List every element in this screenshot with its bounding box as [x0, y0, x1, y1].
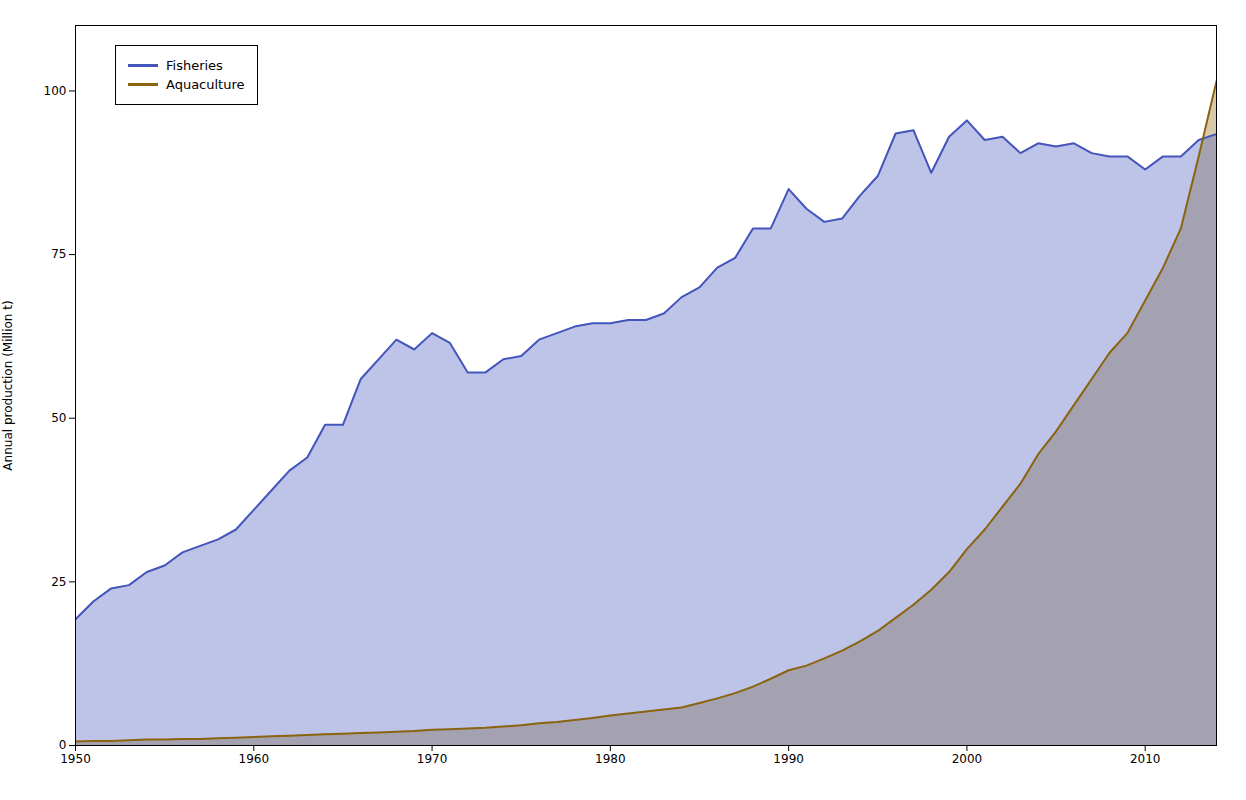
svg-text:75: 75	[51, 247, 66, 261]
svg-text:25: 25	[51, 575, 66, 589]
svg-text:2000: 2000	[952, 752, 983, 766]
svg-text:0: 0	[59, 738, 67, 752]
svg-text:100: 100	[44, 84, 67, 98]
svg-text:1950: 1950	[60, 752, 91, 766]
html-text:Aquaculture: Aquaculture	[166, 77, 245, 92]
svg-text:1960: 1960	[239, 752, 270, 766]
svg-text:1970: 1970	[417, 752, 448, 766]
html-text:Fisheries: Fisheries	[166, 58, 223, 73]
svg-text:1980: 1980	[595, 752, 626, 766]
svg-text:1990: 1990	[773, 752, 804, 766]
svg-text:Annual production (Million t): Annual production (Million t)	[1, 300, 15, 470]
svg-text:50: 50	[51, 411, 66, 425]
svg-text:2010: 2010	[1130, 752, 1161, 766]
